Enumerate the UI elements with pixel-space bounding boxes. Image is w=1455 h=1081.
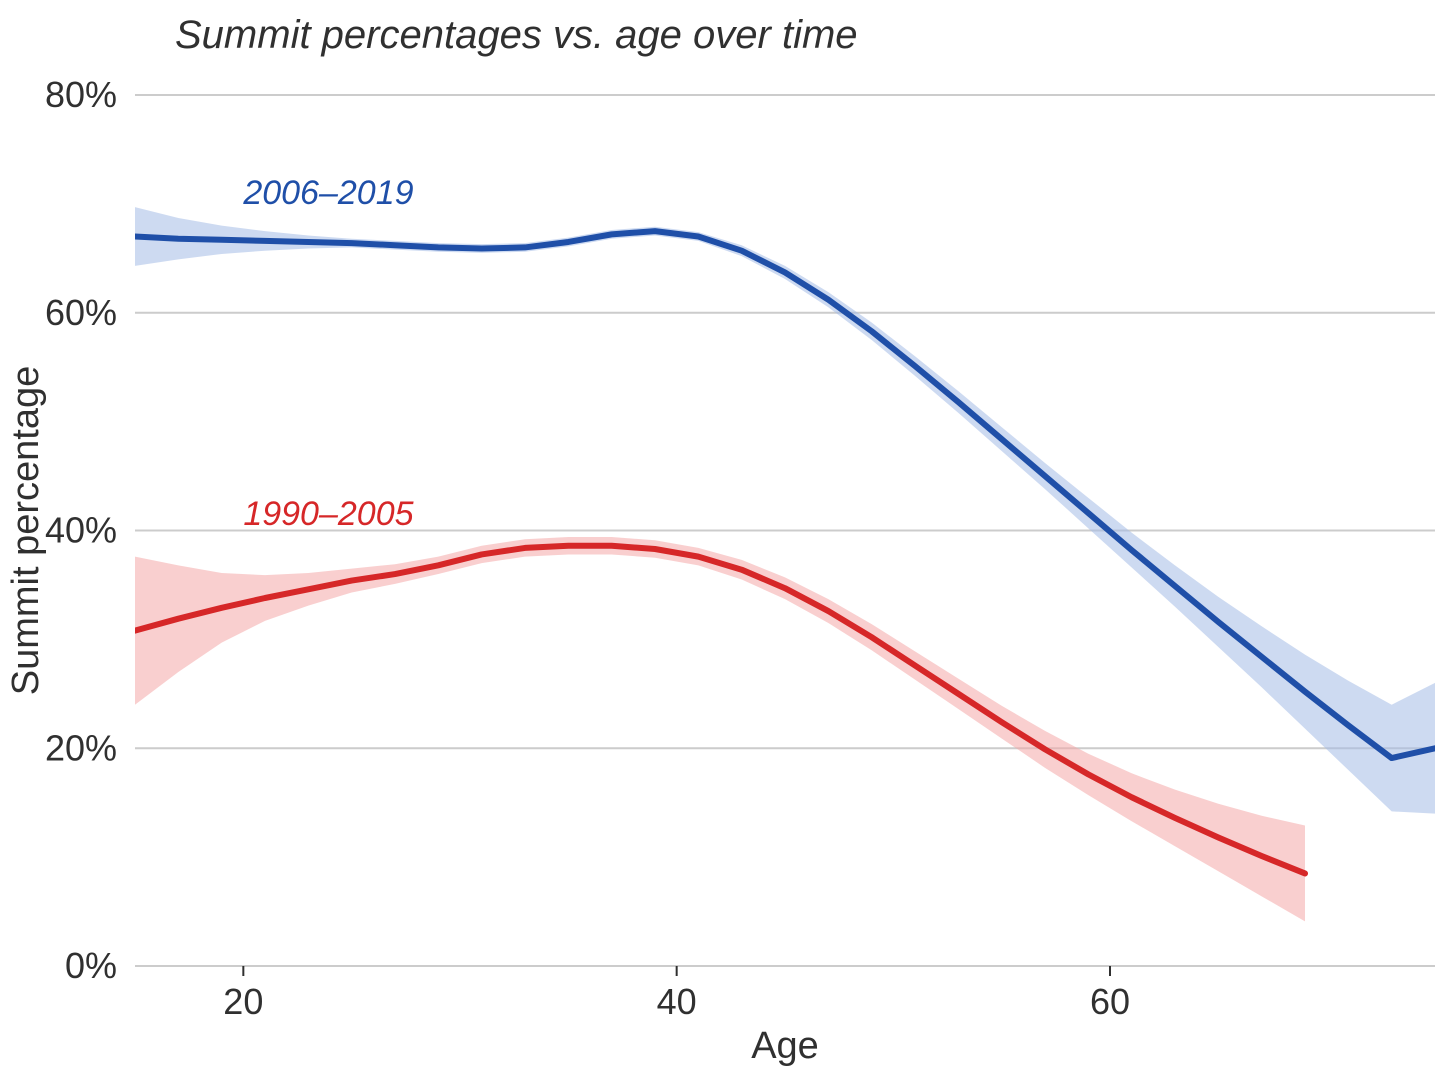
chart-title: Summit percentages vs. age over time — [175, 13, 858, 57]
x-tick-label: 60 — [1090, 981, 1130, 1022]
series-label-s2006_2019: 2006–2019 — [242, 174, 413, 212]
x-axis-label: Age — [751, 1025, 819, 1067]
y-tick-label: 60% — [45, 292, 117, 333]
x-tick-label: 40 — [657, 981, 697, 1022]
y-tick-label: 20% — [45, 727, 117, 768]
x-tick-label: 20 — [223, 981, 263, 1022]
y-tick-label: 80% — [45, 74, 117, 115]
series-label-s1990_2005: 1990–2005 — [243, 495, 413, 533]
y-tick-label: 0% — [65, 945, 117, 986]
line-chart: Summit percentages vs. age over time 1990… — [0, 0, 1455, 1076]
y-axis-label: Summit percentage — [5, 366, 47, 696]
y-tick-label: 40% — [45, 510, 117, 551]
